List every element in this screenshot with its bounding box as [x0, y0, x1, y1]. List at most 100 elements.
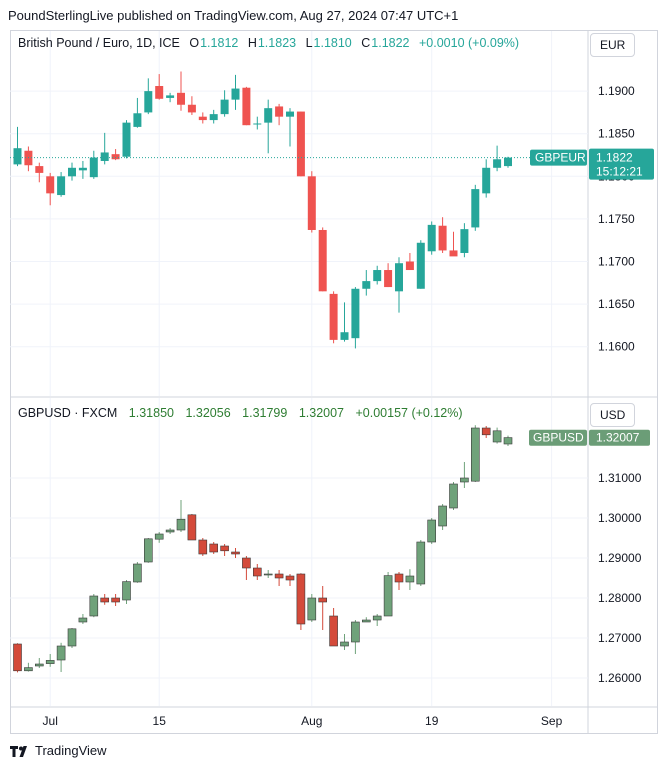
- pane2-candle-24: [274, 573, 284, 579]
- pane2-y-tick-2: 1.29000: [598, 551, 642, 565]
- pane1-title: British Pound / Euro, 1D, ICE O1.1812 H1…: [18, 36, 519, 50]
- pane1-candle-35: [395, 263, 403, 292]
- pane1-symbol-tag: GBPEUR: [535, 151, 586, 165]
- pane1-candle-3: [46, 176, 55, 194]
- pane2-candle-43: [481, 427, 491, 436]
- pane1-candle-40: [449, 250, 458, 257]
- pane1-candle-41: [460, 229, 469, 253]
- pane1-y-tick-3: 1.1750: [598, 212, 635, 226]
- footer-brand: TradingView: [35, 743, 107, 758]
- pane2-candle-34: [383, 575, 393, 617]
- pane2-price-tag-bg: [589, 429, 650, 446]
- pane1-candle-32: [362, 281, 371, 289]
- pane1-y-tick-1: 1.1850: [598, 127, 635, 141]
- pane1-candle-10: [122, 122, 131, 157]
- pane1-close-label: C: [361, 36, 371, 50]
- pane2-candle-1: [24, 667, 33, 672]
- pane2-candle-19: [220, 545, 229, 552]
- pane1-change: +0.0010 (+0.09%): [419, 36, 520, 50]
- pane1-candle-20: [231, 88, 240, 100]
- pane1-candle-7: [89, 157, 98, 178]
- pane2-candle-29: [329, 615, 338, 647]
- pane1-candle-42: [471, 189, 480, 228]
- pane1-candle-25: [286, 111, 294, 117]
- pane1-candle-26: [296, 111, 305, 177]
- pane1-open: 1.1812: [200, 36, 239, 50]
- pane2-candle-33: [372, 615, 382, 621]
- pane1-candle-37: [416, 242, 425, 289]
- pane2-y-tick-0: 1.31000: [598, 471, 642, 485]
- pane2-candle-17: [198, 539, 208, 555]
- pane2-candle-18: [209, 543, 218, 553]
- pane2-candle-14: [165, 529, 175, 533]
- pane2-currency-button[interactable]: USD: [590, 403, 636, 427]
- pane1-candle-39: [438, 225, 447, 251]
- pane2-candle-35: [394, 573, 404, 583]
- pane2-candle-36: [405, 575, 415, 583]
- pane2-candle-7: [89, 595, 99, 617]
- pane1-candle-8: [100, 152, 109, 161]
- pane1-candle-12: [144, 91, 153, 113]
- x-tick-3: 19: [425, 714, 439, 728]
- pane1-open-label: O: [189, 36, 200, 50]
- x-tick-1: 15: [153, 714, 167, 728]
- pane1-candle-38: [427, 224, 436, 252]
- publisher-line: PoundSterlingLive published on TradingVi…: [8, 8, 459, 23]
- pane1-candle-34: [384, 270, 393, 288]
- pane1-candle-18: [209, 114, 218, 121]
- pane2-candle-32: [361, 619, 371, 623]
- pane1-candle-6: [78, 167, 87, 171]
- pane1-candle-0: [13, 148, 22, 165]
- pane2-candle-28: [318, 597, 328, 603]
- pane1-symbol: British Pound / Euro, 1D, ICE: [18, 36, 180, 50]
- pane2-change: +0.00157 (+0.12%): [355, 406, 463, 420]
- pane2-candle-44: [492, 430, 502, 443]
- pane1-candle-22: [253, 123, 262, 125]
- pane2-symbol-tag: GBPUSD: [533, 431, 584, 445]
- pane1-candle-31: [351, 288, 360, 339]
- pane2-candle-23: [263, 573, 273, 576]
- pane2-candle-25: [285, 575, 295, 581]
- pane2-symbol-tag-bg: [529, 429, 587, 446]
- pane2-candle-4: [56, 645, 66, 661]
- pane2-candle-10: [122, 581, 131, 601]
- pane1-candle-9: [111, 154, 120, 160]
- pane2-candle-9: [111, 597, 120, 603]
- pane2-candle-22: [253, 567, 262, 577]
- pane2-high: 1.32056: [185, 406, 231, 420]
- pane1-candle-11: [133, 113, 142, 127]
- pane1-currency-button[interactable]: EUR: [590, 33, 636, 57]
- pane2-candle-8: [100, 597, 109, 603]
- pane1-candle-14: [166, 95, 175, 98]
- pane1-candle-16: [187, 104, 196, 113]
- pane2-candle-13: [154, 533, 164, 540]
- pane1-candle-27: [307, 176, 316, 230]
- pane1-low: 1.1810: [313, 36, 352, 50]
- pane2-candle-27: [307, 597, 317, 621]
- pane1-candle-29: [329, 293, 338, 340]
- pane1-candle-2: [35, 166, 44, 173]
- pane1-candle-33: [373, 270, 382, 282]
- pane2-candle-11: [133, 563, 142, 583]
- pane2-candle-30: [340, 641, 349, 647]
- pane2-candle-39: [438, 505, 447, 527]
- pane1-candle-30: [340, 332, 349, 340]
- pane1-y-tick-4: 1.1700: [598, 255, 635, 269]
- pane2-title: GBPUSD · FXCM 1.31850 1.32056 1.31799 1.…: [18, 406, 463, 420]
- pane1-candle-28: [318, 229, 327, 292]
- pane1-y-tick-6: 1.1600: [598, 340, 635, 354]
- pane2-candle-20: [231, 551, 240, 555]
- pane1-candle-5: [68, 167, 76, 177]
- pane1-candle-43: [482, 167, 491, 194]
- x-tick-2: Aug: [301, 714, 322, 728]
- pane1-countdown: 15:12:21: [596, 165, 643, 179]
- pane2-candle-3: [45, 660, 55, 664]
- pane2-candle-45: [503, 437, 513, 445]
- pane2-candle-6: [78, 617, 88, 623]
- pane2-candle-15: [176, 518, 186, 531]
- pane2-symbol: GBPUSD · FXCM: [18, 406, 118, 420]
- pane1-candle-36: [405, 261, 414, 271]
- footer: TradingView: [10, 743, 107, 758]
- pane1-candle-24: [275, 106, 284, 117]
